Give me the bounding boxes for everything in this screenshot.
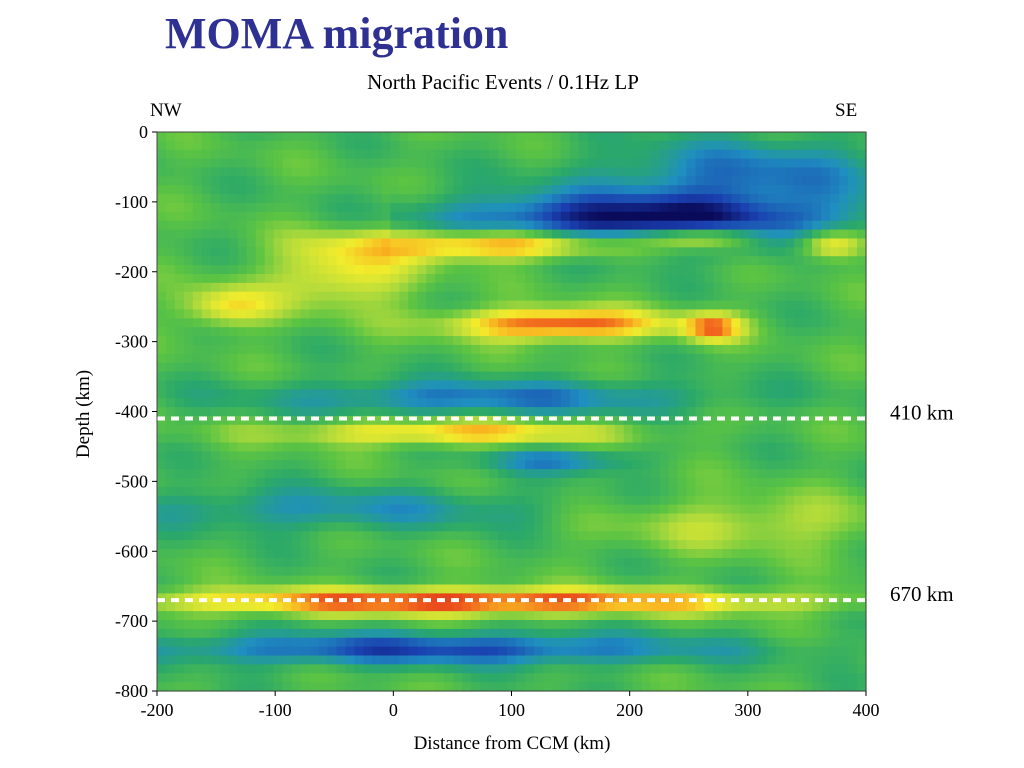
reference-line-label: 670 km xyxy=(890,582,954,606)
x-tick-label: 300 xyxy=(734,700,761,720)
chart-axes: -200 -100 0 100 200 300 400 0 -100 -200 -300 -400 -5… xyxy=(115,122,880,720)
y-tick-label: -300 xyxy=(115,332,148,352)
chart-title: North Pacific Events / 0.1Hz LP xyxy=(367,70,639,94)
slide-title: MOMA migration xyxy=(165,9,509,58)
y-tick-label: -100 xyxy=(115,192,148,212)
y-tick-label: -700 xyxy=(115,611,148,631)
x-tick-label: 400 xyxy=(853,700,880,720)
y-tick-label: -500 xyxy=(115,471,148,491)
heatmap-image xyxy=(157,132,867,692)
x-tick-label: 200 xyxy=(616,700,643,720)
corner-label-se: SE xyxy=(835,100,857,121)
x-tick-label: 0 xyxy=(389,700,398,720)
y-tick-label: -600 xyxy=(115,541,148,561)
reference-lines: 410 km 670 km xyxy=(157,400,954,606)
x-axis-label: Distance from CCM (km) xyxy=(414,733,611,754)
y-tick-label: 0 xyxy=(139,122,148,142)
x-tick-label: -100 xyxy=(259,700,292,720)
y-tick-label: -800 xyxy=(115,681,148,701)
reference-line-label: 410 km xyxy=(890,400,954,424)
y-tick-label: -200 xyxy=(115,262,148,282)
y-axis-label: Depth (km) xyxy=(73,370,94,458)
y-tick-label: -400 xyxy=(115,402,148,422)
x-tick-label: 100 xyxy=(498,700,525,720)
corner-label-nw: NW xyxy=(150,100,182,121)
x-tick-label: -200 xyxy=(141,700,174,720)
